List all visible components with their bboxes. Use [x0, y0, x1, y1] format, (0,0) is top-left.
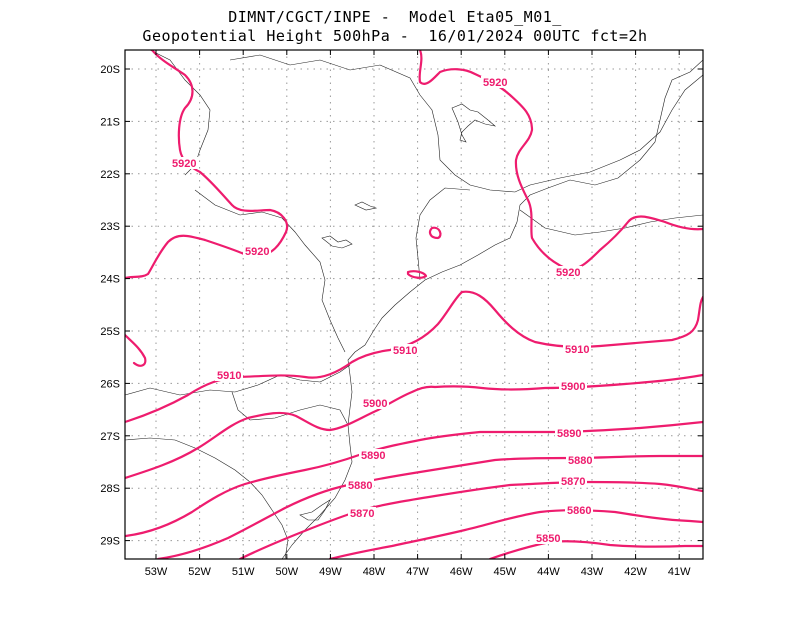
longitude-label: 46W	[450, 566, 473, 578]
contour-label: 5900	[361, 397, 389, 410]
longitude-label: 48W	[363, 566, 386, 578]
map-title-line-2: Geopotential Height 500hPa - 16/01/2024 …	[142, 27, 648, 45]
height-contours	[125, 50, 703, 559]
map-title-line-1: DIMNT/CGCT/INPE - Model Eta05_M01_	[228, 8, 562, 26]
svg-text:5870: 5870	[350, 508, 374, 520]
svg-text:5910: 5910	[565, 344, 589, 356]
lake	[451, 103, 497, 143]
coastline	[281, 59, 703, 559]
svg-text:5880: 5880	[348, 480, 372, 492]
longitude-labels: 53W 52W 51W 50W 49W 48W 47W 46W 45W 44W 43W 42W 41W	[145, 566, 691, 578]
contour-label-layer: 5920 5920 5920 5920 5910 5910 5910 5900 …	[170, 76, 594, 545]
state-border	[194, 189, 346, 353]
contour-label: 5910	[215, 369, 243, 382]
contour-5870	[238, 480, 703, 559]
contour-label: 5890	[359, 449, 387, 462]
contour-label: 5880	[346, 479, 374, 492]
svg-text:5850: 5850	[536, 533, 560, 545]
latitude-label: 29S	[100, 536, 120, 548]
longitude-label: 45W	[493, 566, 516, 578]
contour-label: 5920	[481, 76, 509, 89]
contour-label: 5920	[243, 245, 271, 258]
svg-text:5890: 5890	[361, 450, 385, 462]
svg-text:5920: 5920	[556, 267, 580, 279]
longitude-label: 43W	[581, 566, 604, 578]
contour-label: 5910	[563, 343, 591, 356]
svg-text:5910: 5910	[393, 345, 417, 357]
boundaries	[125, 50, 703, 559]
state-border	[229, 54, 531, 193]
svg-text:5920: 5920	[483, 77, 507, 89]
latitude-label: 24S	[100, 274, 120, 286]
longitude-label: 53W	[145, 566, 168, 578]
contour-label: 5890	[555, 427, 583, 440]
svg-text:5900: 5900	[363, 398, 387, 410]
contour-label: 5910	[391, 344, 419, 357]
longitude-label: 49W	[319, 566, 342, 578]
lake	[354, 201, 378, 211]
svg-text:5870: 5870	[561, 476, 585, 488]
contour-5920	[125, 333, 147, 367]
state-border	[125, 437, 289, 559]
longitude-label: 47W	[406, 566, 429, 578]
state-border	[529, 74, 703, 186]
map-frame	[124, 49, 704, 560]
latitude-label: 21S	[100, 116, 120, 128]
svg-text:5910: 5910	[217, 370, 241, 382]
contour-label: 5870	[559, 475, 587, 488]
latitude-label: 22S	[100, 169, 120, 181]
latitude-label: 27S	[100, 431, 120, 443]
contour-5850	[488, 540, 703, 559]
longitude-label: 44W	[537, 566, 560, 578]
svg-text:5880: 5880	[568, 455, 592, 467]
contour-5920	[125, 50, 289, 280]
latitude-label: 23S	[100, 221, 120, 233]
contour-5920	[406, 270, 428, 279]
contour-5880	[156, 454, 703, 559]
latitude-labels: 20S 21S 22S 23S 24S 25S 26S 27S 28S 29S	[100, 64, 120, 548]
contour-label: 5900	[559, 380, 587, 393]
contour-label: 5860	[565, 504, 593, 517]
state-border	[519, 209, 703, 236]
contour-label: 5850	[534, 532, 562, 545]
lake	[321, 235, 353, 249]
contour-5920	[428, 226, 442, 240]
contour-5890	[125, 420, 703, 538]
axis-ticks	[125, 50, 703, 559]
longitude-label: 52W	[188, 566, 211, 578]
lagoon	[299, 499, 331, 521]
contour-label: 5870	[348, 507, 376, 520]
contour-5920	[418, 50, 703, 270]
latitude-label: 26S	[100, 378, 120, 390]
latitude-label: 28S	[100, 483, 120, 495]
contour-5900	[125, 373, 703, 480]
svg-text:5920: 5920	[245, 246, 269, 258]
longitude-label: 41W	[668, 566, 691, 578]
latitude-label: 20S	[100, 64, 120, 76]
svg-text:5860: 5860	[567, 505, 591, 517]
longitude-label: 42W	[624, 566, 647, 578]
graticule	[125, 50, 703, 559]
contour-label: 5880	[566, 454, 594, 467]
latitude-label: 25S	[100, 326, 120, 338]
contour-label: 5920	[170, 157, 198, 170]
svg-text:5890: 5890	[557, 428, 581, 440]
state-border	[125, 364, 351, 396]
contour-5860	[328, 509, 703, 559]
svg-text:5900: 5900	[561, 381, 585, 393]
longitude-label: 51W	[232, 566, 255, 578]
longitude-label: 50W	[275, 566, 298, 578]
state-border	[415, 187, 471, 281]
svg-text:5920: 5920	[172, 158, 196, 170]
contour-label: 5920	[554, 266, 582, 279]
